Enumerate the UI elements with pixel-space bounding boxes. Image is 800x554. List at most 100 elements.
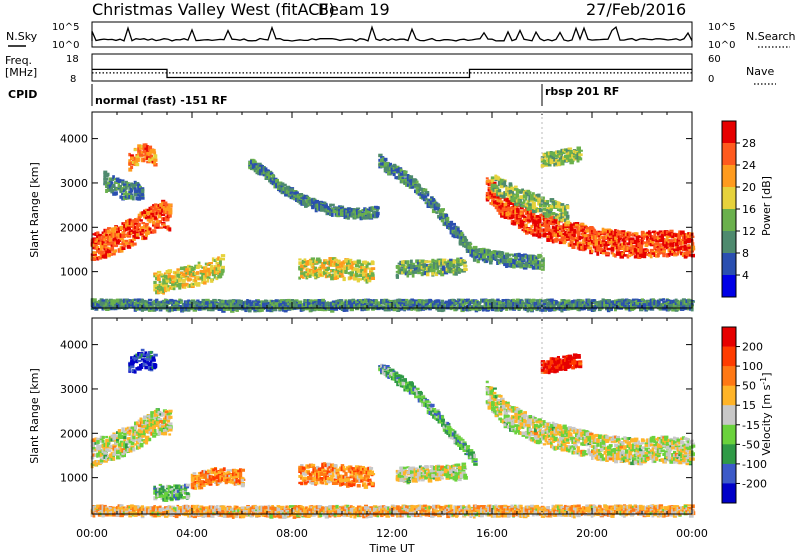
- echo-cell-band-7: [540, 157, 544, 161]
- echo-cell-band-1: [183, 273, 188, 278]
- echo-cell-band-4: [646, 236, 649, 241]
- echo-cell-band-9: [347, 215, 350, 220]
- echo-cell-band-4: [615, 229, 619, 232]
- echo-cell-band-4: [555, 237, 559, 241]
- echo-cell-band-11: [135, 304, 139, 309]
- echo-cell-band-4: [578, 224, 582, 227]
- echo-cell-band-2: [369, 272, 373, 275]
- echo-cell-band-1: [156, 277, 161, 282]
- echo-cell-band-0: [116, 240, 120, 245]
- echo-cell-band-4: [537, 219, 542, 223]
- echo-cell-band-0: [92, 245, 96, 250]
- echo-cell-band-7: [542, 154, 546, 157]
- echo-cell-band-10: [540, 261, 545, 266]
- echo-cell-band-1: [153, 280, 157, 285]
- echo-cell-band-0: [141, 226, 145, 229]
- echo-cell-band-4: [505, 212, 510, 217]
- echo-cell-band-9: [336, 209, 340, 213]
- echo-cell-band-4: [651, 241, 655, 244]
- echo-cell-band-0: [119, 248, 124, 253]
- echo-cell-band-4: [639, 246, 644, 249]
- echo-cell-band-10: [378, 163, 382, 166]
- echo-cell-band-8: [135, 189, 139, 193]
- echo-cell-band-11: [437, 307, 441, 311]
- echo-cell-band-4: [558, 231, 563, 235]
- echo-cell-band-4: [537, 224, 541, 229]
- echo-cell-band-11: [205, 298, 210, 302]
- echo-cell-band-7: [542, 159, 547, 164]
- echo-cell-band-4: [683, 238, 687, 243]
- echo-cell-band-9: [341, 208, 345, 211]
- echo-cell-band-3: [411, 273, 415, 278]
- echo-cell-band-11: [399, 302, 404, 307]
- echo-cell-band-0: [99, 246, 104, 250]
- echo-cell-band-4: [546, 238, 550, 242]
- echo-cell-band-4: [574, 223, 579, 227]
- echo-cell-band-0: [150, 213, 154, 218]
- echo-cell-band-4: [603, 250, 607, 253]
- echo-cell-band-11: [276, 303, 280, 307]
- echo-cell-band-10: [451, 222, 456, 226]
- echo-cell-band-10: [540, 259, 545, 263]
- echo-cell-band-11: [226, 300, 230, 305]
- echo-cell-band-10: [499, 255, 504, 259]
- echo-cell-band-5: [496, 187, 500, 190]
- echo-cell-band-4: [541, 231, 545, 236]
- echo-cell-band-9: [295, 191, 299, 195]
- echo-cell-band-3: [399, 261, 403, 264]
- echo-cell-band-0: [112, 237, 115, 242]
- echo-cell-band-11: [408, 299, 412, 304]
- echo-cell-band-10: [394, 165, 398, 168]
- echo-cell-band-4: [550, 232, 553, 237]
- echo-cell-band-4: [667, 248, 671, 252]
- echo-cell-band-5: [528, 191, 532, 196]
- echo-cell-band-4: [685, 248, 689, 252]
- echo-cell-band-8: [130, 182, 133, 186]
- echo-cell-band-11: [360, 305, 364, 309]
- echo-cell-band-5: [494, 185, 499, 188]
- echo-cell-band-11: [199, 303, 203, 307]
- echo-cell-band-2: [340, 275, 345, 278]
- echo-cell-band-0: [96, 248, 100, 252]
- echo-cell-band-3: [442, 269, 446, 274]
- echo-cell-band-1: [176, 270, 180, 274]
- echo-cell-band-10: [399, 168, 403, 172]
- echo-cell-band-3: [413, 271, 417, 274]
- echo-cell-band-1: [220, 257, 225, 261]
- echo-cell-band-4: [580, 222, 585, 226]
- echo-cell-band-4: [573, 229, 577, 234]
- echo-cell-band-5: [551, 212, 556, 216]
- echo-cell-band-0: [166, 225, 170, 230]
- echo-cell-band-11: [253, 307, 257, 312]
- echo-cell-band-0: [94, 255, 98, 259]
- echo-cell-band-10: [406, 177, 410, 182]
- echo-cell-band-4: [607, 240, 611, 244]
- echo-cell-band-5: [497, 191, 502, 196]
- echo-cell-band-0: [155, 225, 160, 229]
- echo-cell-band-11: [262, 301, 266, 305]
- echo-cell-band-1: [213, 259, 217, 262]
- echo-cell-band-0: [121, 231, 126, 234]
- echo-cell-band-10: [489, 256, 494, 261]
- echo-cell-band-6: [135, 162, 140, 167]
- echo-cell-band-4: [530, 216, 533, 221]
- echo-cell-band-11: [103, 303, 107, 306]
- echo-cell-band-4: [610, 246, 615, 252]
- echo-cell-band-2: [324, 261, 328, 264]
- echo-cell-band-5: [501, 179, 505, 183]
- echo-cell-band-4: [637, 246, 641, 250]
- echo-cell-band-4: [687, 246, 691, 249]
- echo-cell-band-1: [204, 266, 208, 270]
- echo-cell-band-11: [290, 299, 294, 302]
- echo-cell-band-11: [217, 299, 221, 302]
- echo-cell-band-10: [424, 191, 430, 195]
- echo-cell-band-2: [362, 260, 365, 264]
- echo-cell-band-11: [264, 303, 268, 307]
- echo-cell-band-11: [164, 302, 169, 308]
- echo-cell-band-4: [548, 228, 552, 233]
- echo-cell-band-4: [492, 196, 498, 200]
- echo-cell-band-8: [103, 170, 108, 174]
- echo-cell-band-2: [370, 267, 376, 270]
- echo-cell-band-4: [630, 253, 634, 257]
- echo-cell-band-0: [168, 227, 172, 232]
